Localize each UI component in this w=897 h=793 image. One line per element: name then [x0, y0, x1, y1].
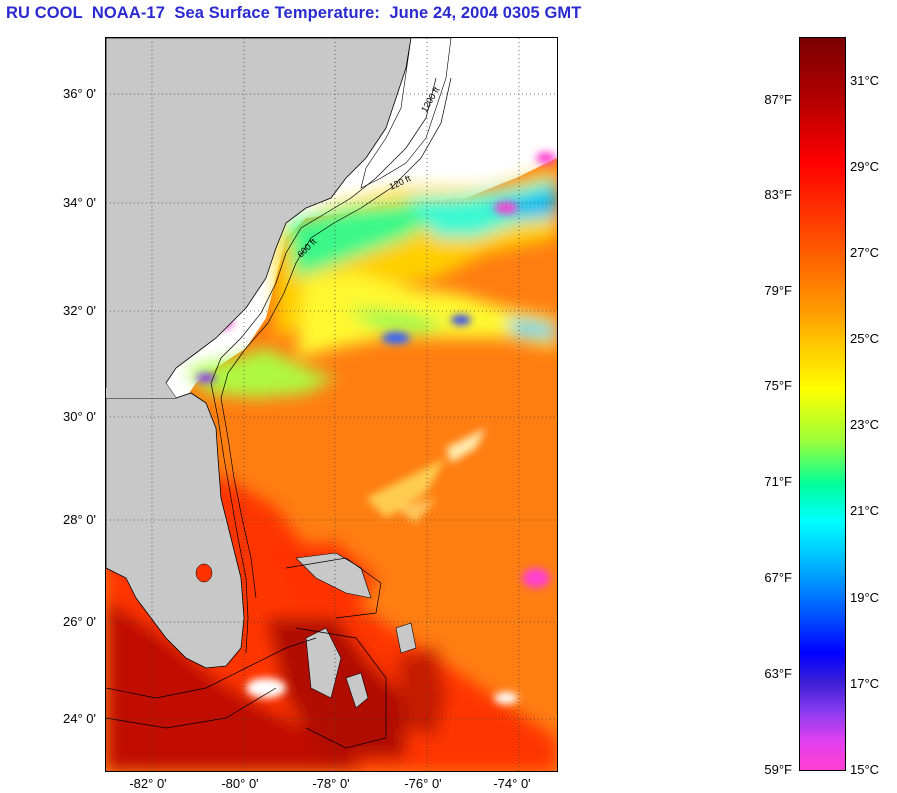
tick-59f: 59°F — [764, 762, 792, 777]
bahamas-islands — [295, 552, 417, 709]
temperature-colorbar — [799, 37, 846, 771]
lon-label-78: -78° 0' — [312, 776, 350, 791]
lake-okeechobee — [195, 563, 213, 583]
lat-label-24: 24° 0' — [63, 711, 96, 726]
page-title: RU COOL NOAA-17 Sea Surface Temperature:… — [6, 4, 582, 22]
lat-label-34: 34° 0' — [63, 195, 96, 210]
lat-label-32: 32° 0' — [63, 303, 96, 318]
clouds — [246, 428, 518, 704]
tick-15c: 15°C — [850, 762, 880, 777]
lon-label-80: -80° 0' — [221, 776, 259, 791]
lon-label-76: -76° 0' — [404, 776, 442, 791]
cool-band — [186, 168, 557, 398]
tick-87f: 87°F — [764, 92, 792, 107]
tick-19c: 19°C — [850, 590, 880, 605]
lat-label-26: 26° 0' — [63, 614, 96, 629]
tick-31c: 31°C — [850, 73, 880, 88]
florida-land — [106, 392, 245, 669]
southeast-coast-land — [106, 38, 412, 399]
tick-27c: 27°C — [850, 245, 880, 260]
tick-79f: 79°F — [764, 283, 792, 298]
tick-75f: 75°F — [764, 378, 792, 393]
tick-29c: 29°C — [850, 159, 880, 174]
depth-contours — [106, 77, 452, 749]
lon-label-82: -82° 0' — [129, 776, 167, 791]
tick-17c: 17°C — [850, 676, 880, 691]
sst-map: 1200 ft 120 ft 600 ft — [105, 37, 558, 772]
tick-21c: 21°C — [850, 503, 880, 518]
tick-23c: 23°C — [850, 417, 880, 432]
tick-25c: 25°C — [850, 331, 880, 346]
tick-63f: 63°F — [764, 666, 792, 681]
lon-label-74: -74° 0' — [493, 776, 531, 791]
tick-67f: 67°F — [764, 570, 792, 585]
lat-label-28: 28° 0' — [63, 512, 96, 527]
lat-label-30: 30° 0' — [63, 409, 96, 424]
tick-71f: 71°F — [764, 474, 792, 489]
tick-83f: 83°F — [764, 187, 792, 202]
lat-label-36: 36° 0' — [63, 86, 96, 101]
